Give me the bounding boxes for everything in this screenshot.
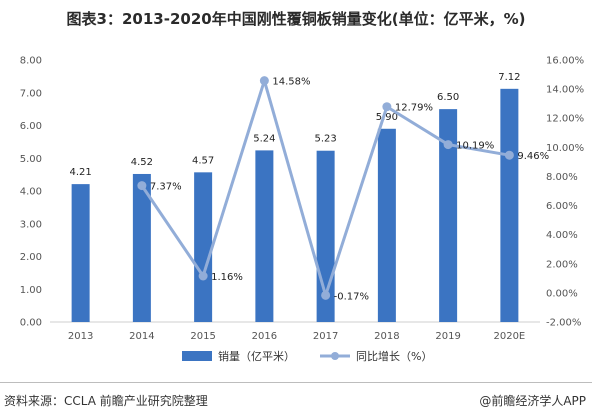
- growth-point: [198, 271, 208, 281]
- x-tick-label: 2016: [252, 331, 277, 342]
- axes: 0.00 1.00 2.00 3.00 4.00 5.00 6.00 7.00 8.00 -2.0…: [20, 56, 584, 343]
- legend-bar-swatch: [182, 351, 212, 361]
- bar-labels: 4.21 4.52 4.57 5.24 5.23 5.90 6.50 7.12: [69, 72, 520, 178]
- growth-value-label: -0.17%: [334, 291, 369, 302]
- legend-line-label: 同比增长（%）: [356, 349, 432, 363]
- growth-value-label: 1.16%: [211, 272, 243, 283]
- chart: 0.00 1.00 2.00 3.00 4.00 5.00 6.00 7.00 8.00 -2.0…: [20, 56, 584, 364]
- brand-credit: @前瞻经济学人APP: [479, 394, 586, 408]
- x-tick-label: 2018: [374, 331, 399, 342]
- growth-point: [443, 140, 453, 150]
- legend-bar-label: 销量（亿平米）: [218, 349, 295, 363]
- bar-value-label: 4.57: [192, 155, 214, 166]
- y-right-tick-label: 12.00%: [546, 114, 584, 125]
- growth-point: [259, 76, 269, 86]
- growth-line: [137, 76, 514, 300]
- growth-value-label: 7.37%: [150, 182, 182, 193]
- y-right-tick-label: 8.00%: [546, 172, 578, 183]
- growth-point: [382, 102, 392, 112]
- bar: [377, 128, 396, 322]
- bars: [71, 88, 519, 322]
- y-right-tick-label: 16.00%: [546, 56, 584, 67]
- growth-value-label: 12.79%: [395, 103, 433, 114]
- y-right-tick-label: 4.00%: [546, 230, 578, 241]
- bar: [500, 88, 519, 322]
- x-tick-label: 2017: [313, 331, 338, 342]
- y-left-tick-label: 2.00: [20, 252, 42, 263]
- y-left-tick-label: 4.00: [20, 187, 42, 198]
- y-right-tick-label: 6.00%: [546, 201, 578, 212]
- y-left-tick-label: 3.00: [20, 219, 42, 230]
- line-labels: 7.37% 1.16% 14.58% -0.17% 12.79% 10.19% 9.46%: [150, 77, 549, 303]
- growth-value-label: 10.19%: [456, 141, 494, 152]
- growth-point: [504, 150, 514, 160]
- y-right-tick-label: 14.00%: [546, 85, 584, 96]
- bar-value-label: 7.12: [498, 72, 520, 83]
- bar-value-label: 5.23: [314, 134, 336, 145]
- y-left-tick-label: 1.00: [20, 285, 42, 296]
- legend: 销量（亿平米） 同比增长（%）: [182, 349, 432, 363]
- source-note: 资料来源：CCLA 前瞻产业研究院整理: [4, 394, 208, 408]
- y-left-tick-label: 5.00: [20, 154, 42, 165]
- bar-value-label: 5.24: [253, 133, 275, 144]
- growth-value-label: 9.46%: [517, 151, 549, 162]
- x-tick-label: 2019: [435, 331, 460, 342]
- bar-value-label: 4.21: [69, 167, 91, 178]
- y-right-tick-label: -2.00%: [546, 318, 581, 329]
- y-right-tick-label: 0.00%: [546, 288, 578, 299]
- y-right-tick-label: 10.00%: [546, 143, 584, 154]
- x-tick-label: 2020E: [493, 331, 525, 342]
- bar: [255, 150, 274, 322]
- footer-divider: [0, 382, 592, 383]
- y-left-tick-label: 7.00: [20, 88, 42, 99]
- growth-point: [321, 290, 331, 300]
- bar-value-label: 6.50: [437, 92, 459, 103]
- legend-line-marker: [331, 352, 339, 360]
- y-left-tick-label: 0.00: [20, 318, 42, 329]
- bar-value-label: 5.90: [376, 112, 398, 123]
- x-tick-label: 2015: [190, 331, 215, 342]
- growth-point: [137, 181, 147, 191]
- x-tick-label: 2014: [129, 331, 154, 342]
- y-left-tick-label: 8.00: [20, 56, 42, 67]
- chart-title: 图表3：2013-2020年中国刚性覆铜板销量变化(单位：亿平米，%): [66, 10, 526, 28]
- y-right-tick-label: 2.00%: [546, 259, 578, 270]
- x-tick-label: 2013: [68, 331, 93, 342]
- bar: [439, 109, 458, 322]
- bar-value-label: 4.52: [131, 157, 153, 168]
- growth-value-label: 14.58%: [272, 77, 310, 88]
- bar: [132, 173, 151, 322]
- y-left-tick-label: 6.00: [20, 121, 42, 132]
- bar: [71, 184, 90, 322]
- bar: [194, 172, 213, 322]
